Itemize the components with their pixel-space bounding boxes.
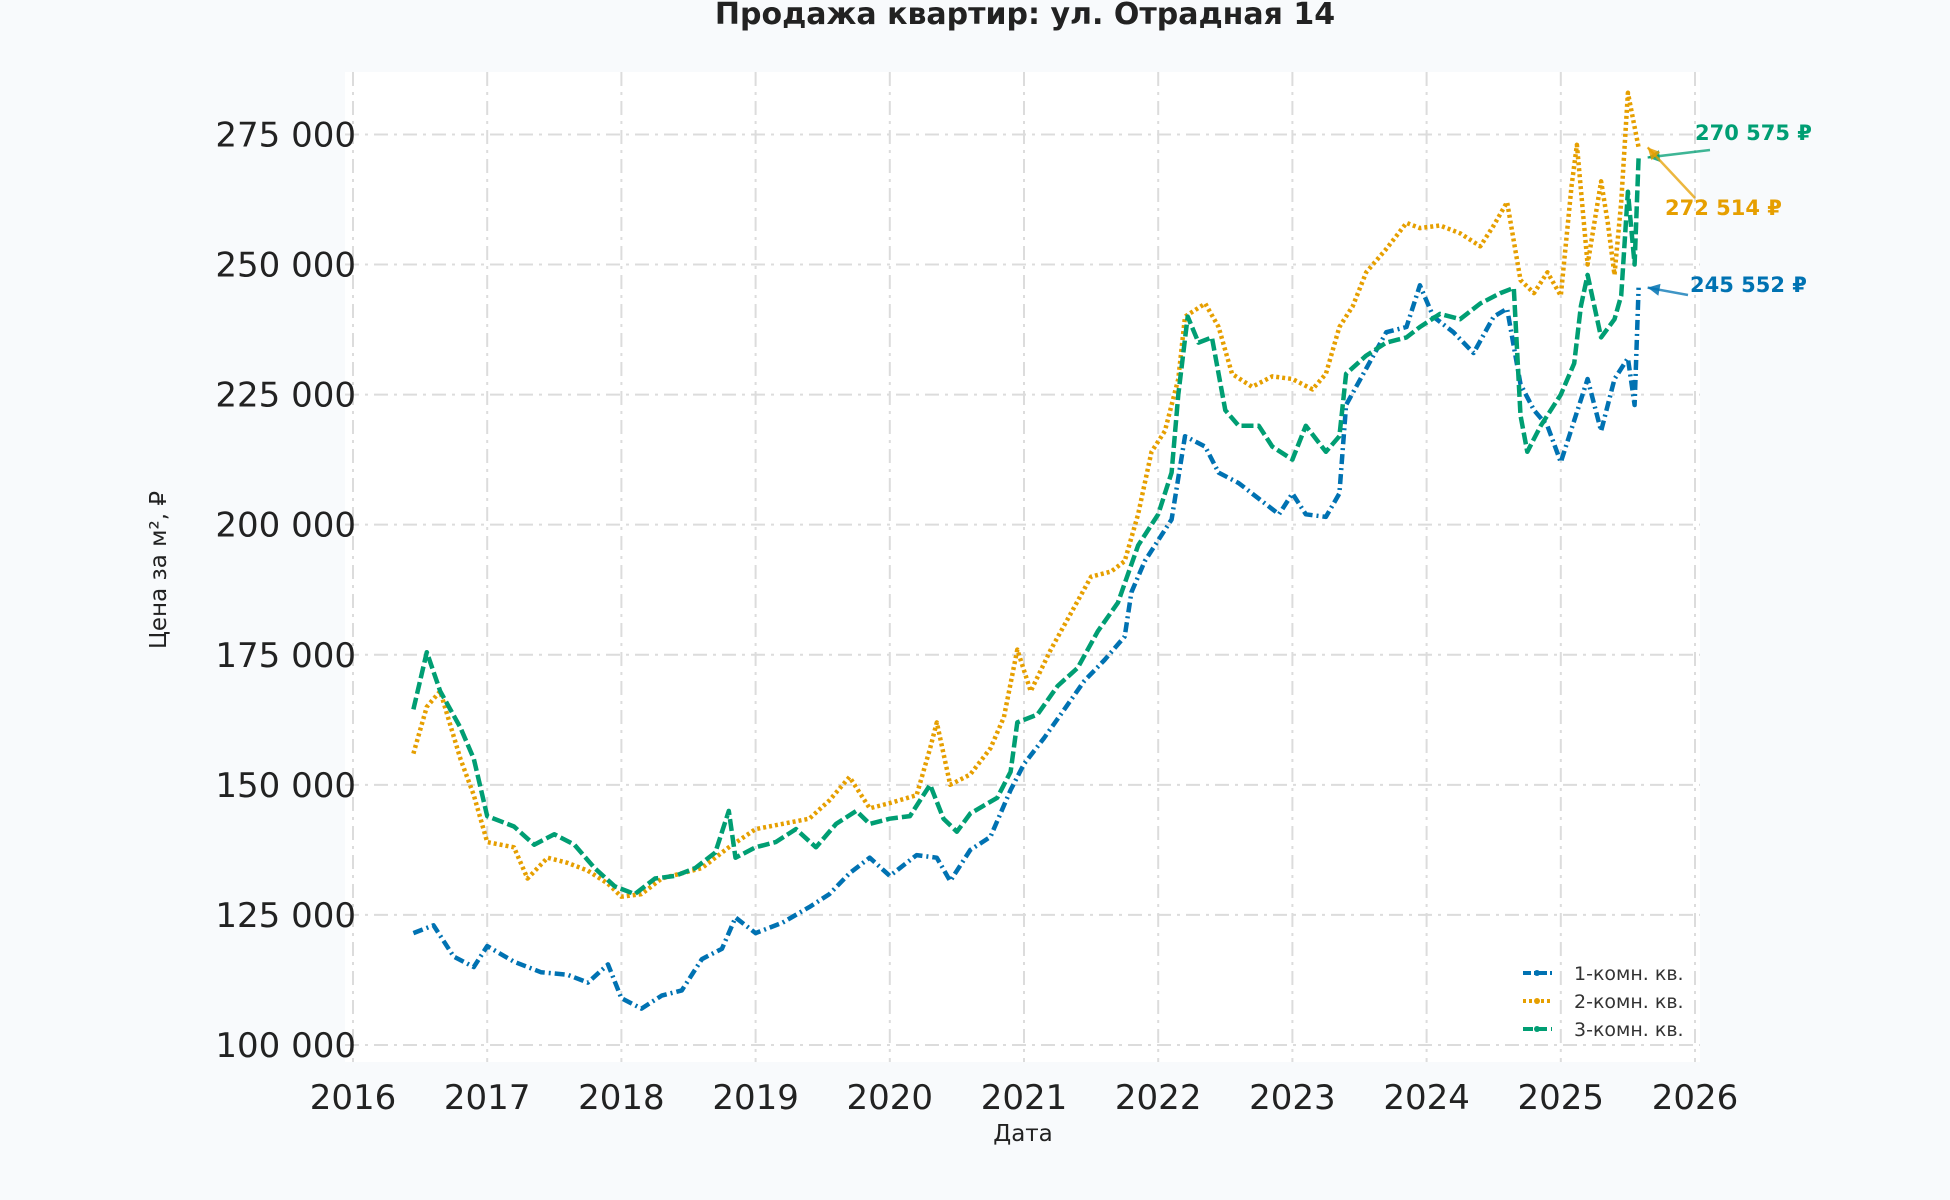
series-line-1 <box>412 283 1641 1011</box>
y-tick-labels: 100 000 125 000 150 000 175 000 200 000 225 0… <box>215 115 356 1066</box>
legend-marker-1 <box>1534 970 1540 976</box>
x-tick-label: 2022 <box>1115 1078 1202 1118</box>
series-group <box>411 90 1641 1011</box>
x-tick-label: 2024 <box>1383 1078 1470 1118</box>
legend-label-2: 2-комн. кв. <box>1574 991 1684 1013</box>
legend-marker-2 <box>1534 998 1540 1004</box>
x-tick-label: 2019 <box>712 1078 799 1118</box>
y-tick-label: 225 000 <box>215 376 356 416</box>
y-tick-label: 175 000 <box>215 636 356 676</box>
y-tick-label: 100 000 <box>215 1026 356 1066</box>
series-line-2 <box>411 90 1641 899</box>
annotation-arrowhead <box>1647 147 1661 161</box>
x-tick-label: 2018 <box>578 1078 665 1118</box>
legend: 1-комн. кв. 2-комн. кв. 3-комн. кв. <box>1523 963 1684 1041</box>
series-line-3 <box>411 157 1641 897</box>
x-tick-label: 2026 <box>1652 1078 1739 1118</box>
plot-area <box>345 72 1700 1062</box>
y-axis-label: Цена за м², ₽ <box>146 491 172 649</box>
annotation-label: 270 575 ₽ <box>1695 121 1812 145</box>
chart-title: Продажа квартир: ул. Отрадная 14 <box>715 0 1335 32</box>
x-tick-label: 2017 <box>444 1078 531 1118</box>
y-tick-label: 275 000 <box>215 115 356 155</box>
x-tick-label: 2021 <box>981 1078 1068 1118</box>
grid <box>345 72 1700 1062</box>
x-tick-labels: 2016 2017 2018 2019 2020 2021 2022 2023 2024 2025… <box>310 1078 1739 1118</box>
y-tick-label: 150 000 <box>215 766 356 806</box>
x-tick-label: 2025 <box>1518 1078 1605 1118</box>
annotation-label: 272 514 ₽ <box>1665 196 1782 220</box>
annotations: 270 575 ₽ 272 514 ₽ 245 552 ₽ <box>1646 121 1812 297</box>
legend-marker-3 <box>1534 1026 1540 1032</box>
x-tick-label: 2016 <box>310 1078 397 1118</box>
y-tick-label: 125 000 <box>215 896 356 936</box>
x-tick-label: 2020 <box>847 1078 934 1118</box>
y-tick-label: 200 000 <box>215 506 356 546</box>
x-axis-label: Дата <box>993 1121 1053 1147</box>
legend-label-3: 3-комн. кв. <box>1574 1019 1684 1041</box>
x-tick-label: 2023 <box>1249 1078 1336 1118</box>
y-tick-label: 250 000 <box>215 246 356 286</box>
legend-label-1: 1-комн. кв. <box>1574 963 1684 985</box>
annotation-arrowhead <box>1647 283 1661 296</box>
annotation-label: 245 552 ₽ <box>1690 273 1807 297</box>
